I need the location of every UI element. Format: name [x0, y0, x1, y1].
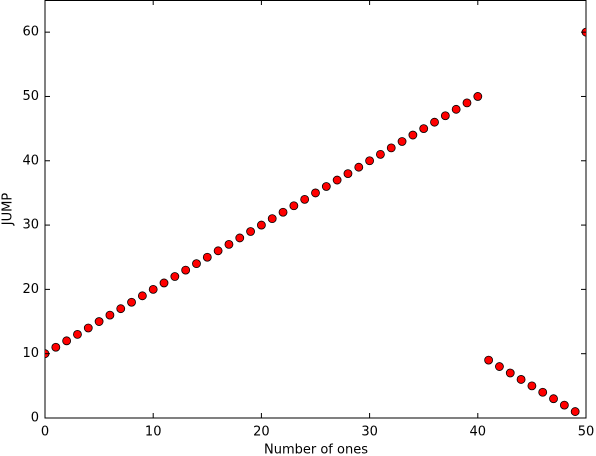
- x-tick-label: 50: [578, 425, 595, 440]
- x-tick-label: 10: [145, 425, 162, 440]
- y-tick-label: 10: [22, 346, 39, 361]
- x-tick-label: 40: [470, 425, 487, 440]
- y-tick-label: 60: [22, 25, 39, 40]
- point: [137, 291, 147, 301]
- point: [170, 272, 180, 281]
- point: [386, 143, 396, 153]
- y-tick-label: 30: [22, 218, 39, 233]
- point: [94, 317, 104, 326]
- point: [116, 304, 126, 314]
- point: [321, 182, 331, 191]
- point: [213, 246, 223, 256]
- y-tick-label: 50: [22, 89, 39, 104]
- plot-frame: [44, 0, 587, 419]
- point: [300, 194, 310, 204]
- point: [505, 368, 515, 378]
- point: [365, 156, 375, 166]
- point: [430, 117, 439, 127]
- x-tick-label: 0: [41, 425, 49, 440]
- point: [419, 124, 429, 134]
- point: [484, 355, 494, 365]
- point: [256, 220, 266, 230]
- point: [235, 233, 245, 243]
- point: [440, 111, 450, 121]
- point: [105, 310, 115, 320]
- point: [397, 137, 407, 146]
- point: [343, 169, 353, 179]
- point: [159, 278, 169, 288]
- point: [516, 375, 526, 384]
- point: [311, 188, 320, 198]
- y-tick-label: 0: [31, 411, 39, 426]
- point: [73, 329, 82, 339]
- y-tick-label: 40: [22, 153, 39, 168]
- point: [451, 104, 461, 114]
- point: [527, 381, 537, 391]
- point: [267, 214, 277, 224]
- point: [289, 201, 299, 211]
- point: [495, 362, 504, 371]
- x-tick-label: 30: [361, 425, 378, 440]
- point: [549, 394, 558, 404]
- point: [462, 98, 472, 108]
- point: [408, 130, 418, 140]
- point: [127, 297, 136, 307]
- point: [202, 252, 212, 262]
- x-tick-label: 20: [253, 425, 270, 440]
- x-axis-label: Number of ones: [264, 443, 368, 456]
- y-tick-label: 20: [22, 282, 39, 297]
- y-axis-label: JUMP: [1, 193, 16, 227]
- point: [224, 239, 234, 249]
- point: [51, 342, 61, 352]
- point: [332, 175, 342, 185]
- point: [192, 259, 201, 269]
- point: [83, 323, 93, 333]
- point: [376, 149, 385, 159]
- point: [354, 162, 364, 172]
- points: [45, 27, 586, 416]
- point: [181, 265, 191, 275]
- point: [538, 387, 548, 397]
- point: [148, 284, 158, 294]
- point: [473, 92, 483, 101]
- point: [278, 207, 288, 217]
- point: [246, 227, 255, 236]
- point: [559, 400, 569, 410]
- point: [62, 336, 72, 346]
- point: [570, 407, 580, 416]
